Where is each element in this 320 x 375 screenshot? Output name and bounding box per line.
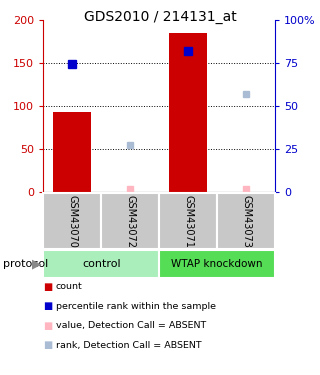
Bar xyxy=(159,193,217,249)
Text: ■: ■ xyxy=(43,321,52,331)
Text: GSM43070: GSM43070 xyxy=(67,195,77,248)
Text: control: control xyxy=(82,259,121,269)
Text: GSM43073: GSM43073 xyxy=(241,195,251,248)
Bar xyxy=(217,193,275,249)
Text: rank, Detection Call = ABSENT: rank, Detection Call = ABSENT xyxy=(56,341,202,350)
Text: ▶: ▶ xyxy=(32,257,42,270)
Text: GSM43072: GSM43072 xyxy=(125,195,135,248)
Text: ■: ■ xyxy=(43,340,52,350)
Text: GSM43071: GSM43071 xyxy=(183,195,193,248)
Text: percentile rank within the sample: percentile rank within the sample xyxy=(56,302,216,311)
Text: ■: ■ xyxy=(43,282,52,292)
Text: WTAP knockdown: WTAP knockdown xyxy=(172,259,263,269)
Text: protocol: protocol xyxy=(3,259,48,269)
Bar xyxy=(159,250,275,278)
Text: GDS2010 / 214131_at: GDS2010 / 214131_at xyxy=(84,10,236,24)
Text: value, Detection Call = ABSENT: value, Detection Call = ABSENT xyxy=(56,321,206,330)
Text: ■: ■ xyxy=(43,302,52,311)
Bar xyxy=(43,193,101,249)
Bar xyxy=(43,250,159,278)
Bar xyxy=(101,193,159,249)
Bar xyxy=(169,33,207,192)
Bar xyxy=(53,112,91,192)
Text: count: count xyxy=(56,282,83,291)
